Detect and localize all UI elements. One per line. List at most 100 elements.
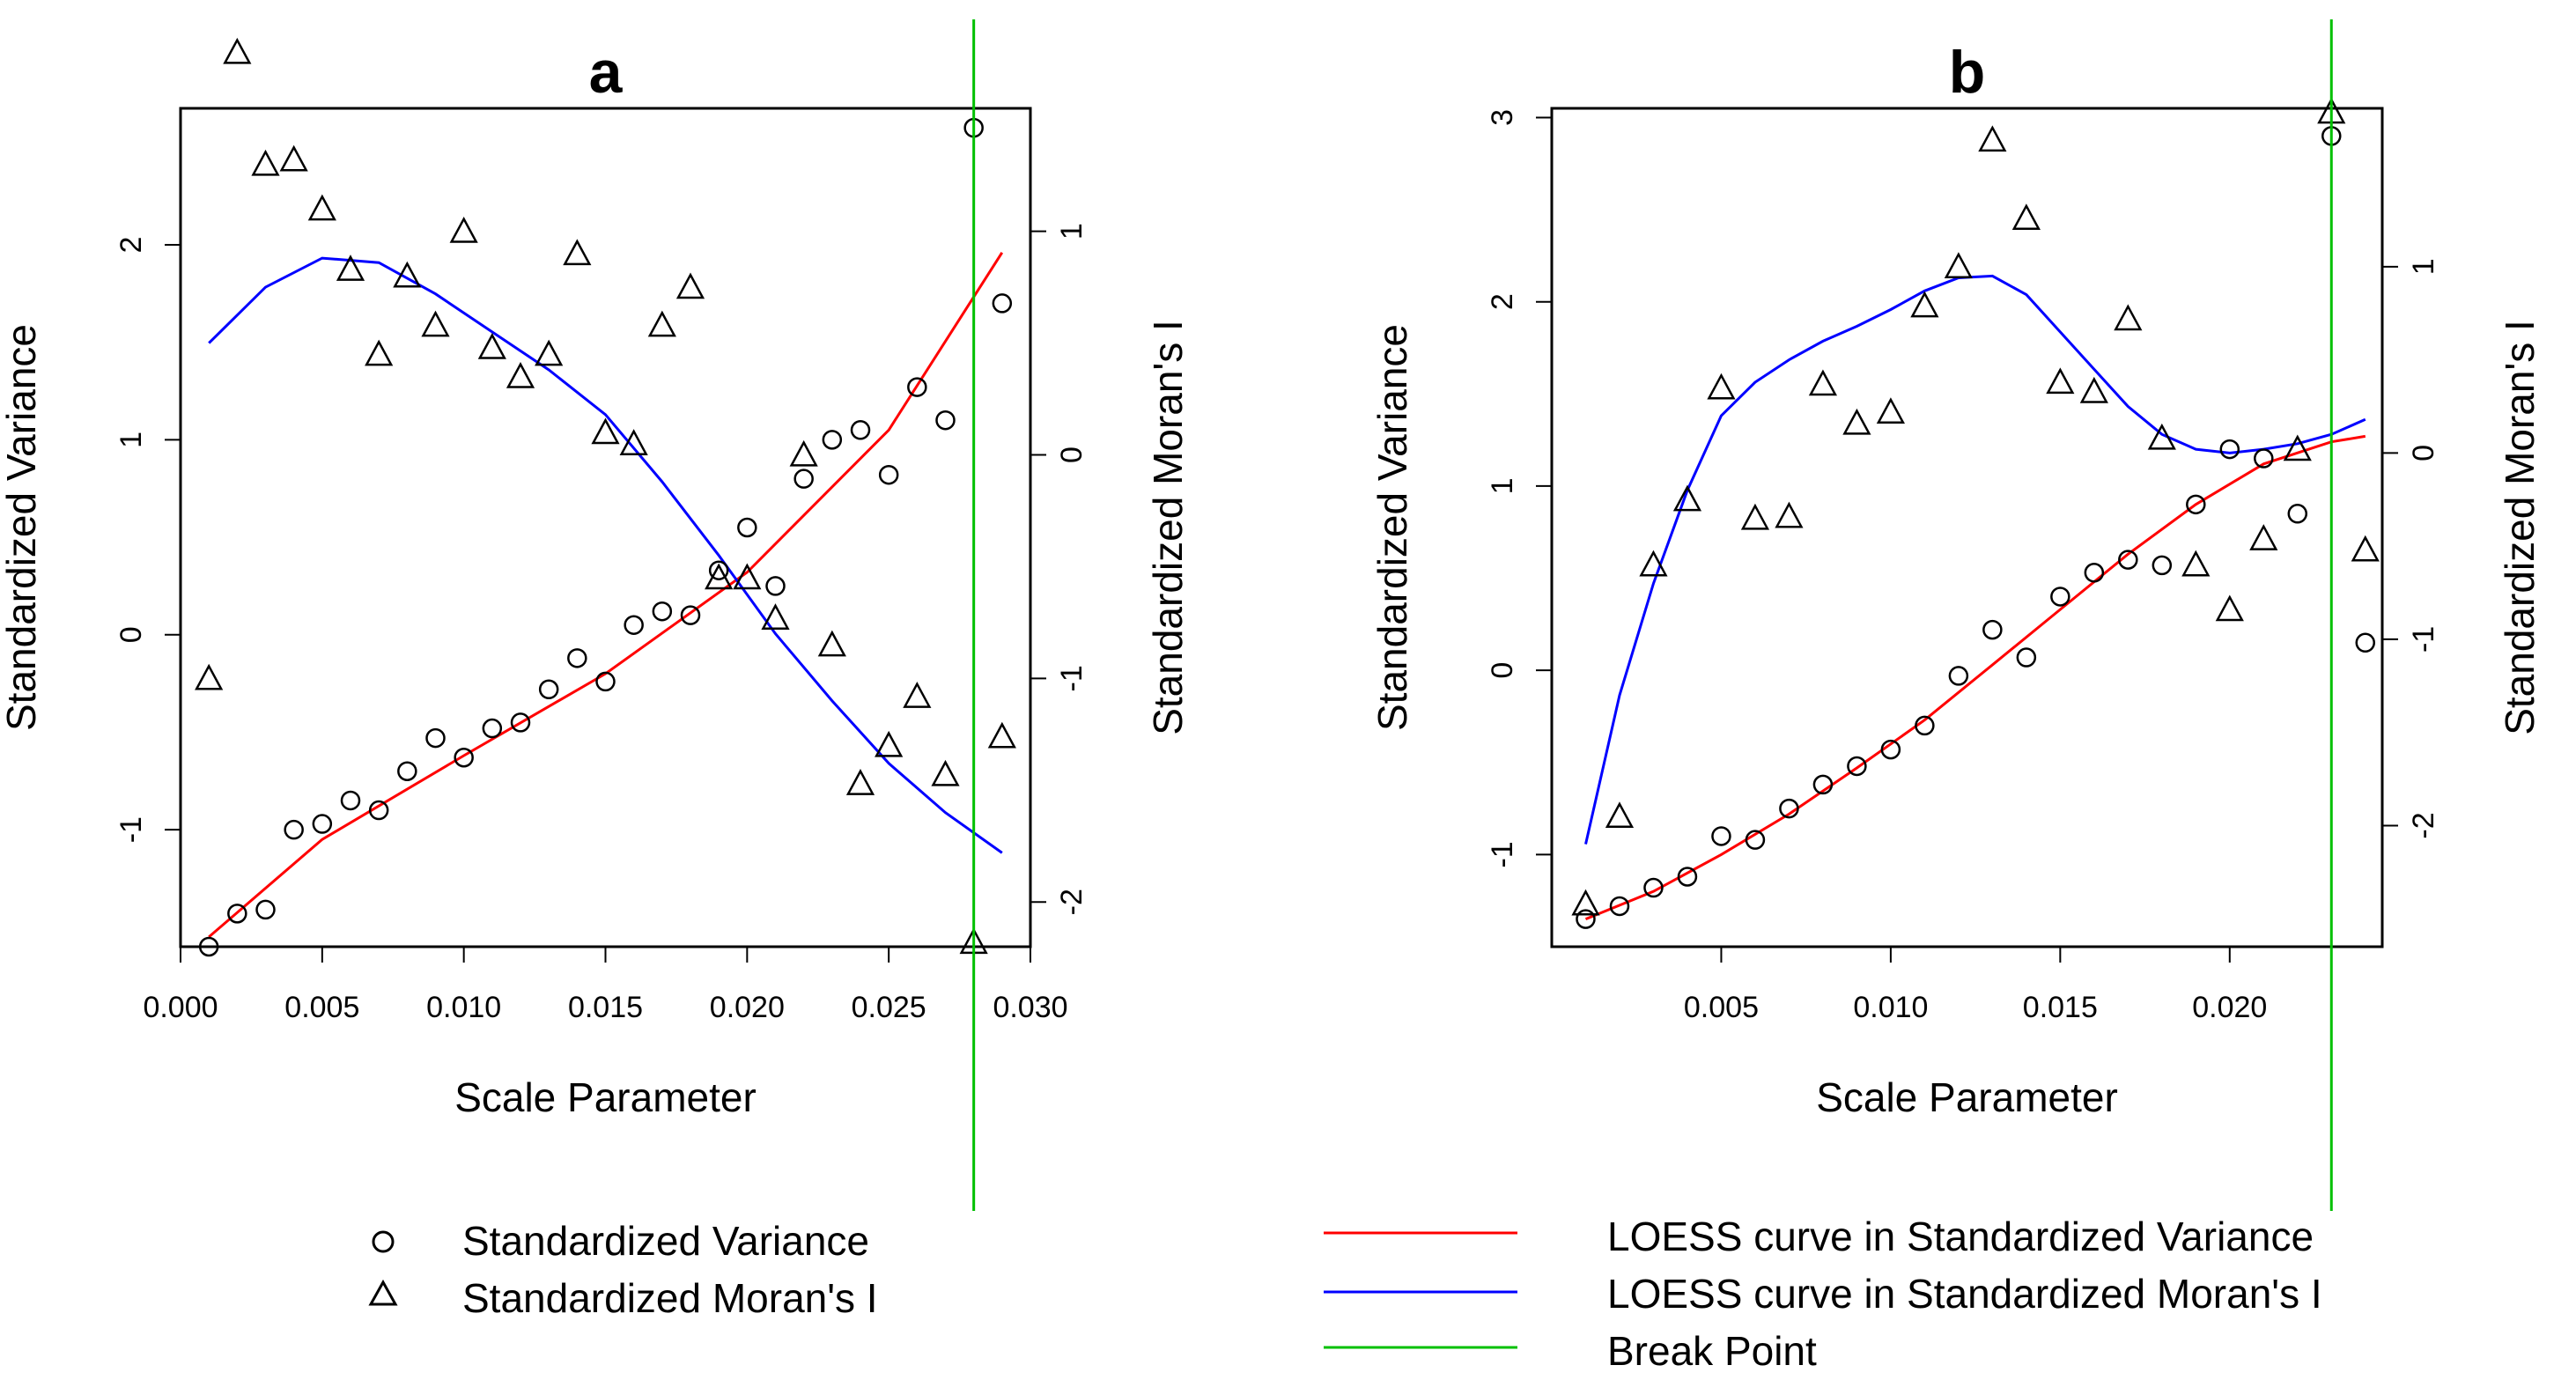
y-axis-title: Standardized Variance xyxy=(1369,324,1415,731)
variance-point xyxy=(567,648,587,668)
y-axis-title: Standardized Variance xyxy=(0,324,44,731)
x-tick-label: 0.010 xyxy=(426,991,501,1024)
variance-point xyxy=(680,605,701,625)
moran-point xyxy=(1775,501,1804,528)
y-tick-label: -1 xyxy=(1486,841,1519,867)
variance-point xyxy=(1948,666,1969,686)
variance-point xyxy=(1677,867,1698,887)
variance-point xyxy=(2219,439,2240,460)
moran-point xyxy=(2215,594,2244,622)
variance-point xyxy=(198,936,219,957)
x-tick-label: 0.005 xyxy=(1684,991,1759,1024)
panel-title: b xyxy=(1949,39,1986,106)
moran-point xyxy=(1978,125,2007,152)
variance-point xyxy=(284,819,304,840)
variance-point xyxy=(822,430,843,450)
moran-point xyxy=(1910,291,1939,318)
moran-point xyxy=(307,194,336,221)
y2-tick-label: 0 xyxy=(2407,445,2440,461)
variance-point xyxy=(397,761,417,781)
moran-point xyxy=(421,310,450,337)
variance-point xyxy=(1812,774,1834,795)
moran-point xyxy=(2181,550,2211,577)
moran-loess-curve xyxy=(1584,274,2366,845)
y2-tick-label: -2 xyxy=(1055,889,1089,915)
moran-point xyxy=(195,663,224,690)
variance-loess-curve xyxy=(1584,434,2366,920)
moran-point xyxy=(506,362,535,388)
x-tick-label: 0.030 xyxy=(993,991,1067,1024)
moran-point xyxy=(393,261,422,288)
moran-point xyxy=(477,333,506,359)
moran-point xyxy=(1672,484,1702,512)
variance-point xyxy=(1576,909,1596,929)
legend-label-moran: Standardized Moran's I xyxy=(462,1275,878,1321)
moran-point xyxy=(647,310,676,337)
variance-point xyxy=(1745,830,1766,850)
moran-point xyxy=(449,216,478,243)
moran-point xyxy=(1605,801,1635,829)
moran-point xyxy=(1876,397,1905,424)
moran-point xyxy=(817,630,846,657)
y2-axis-title: Standardized Moran's I xyxy=(1145,320,1191,735)
y-tick-label: 3 xyxy=(1486,109,1519,126)
moran-point xyxy=(1808,369,1838,396)
moran-point xyxy=(2283,434,2312,461)
variance-point xyxy=(765,576,786,596)
moran-point xyxy=(903,682,932,708)
legend-label-variance: Standardized Variance xyxy=(462,1218,869,1264)
variance-point xyxy=(1982,619,2003,640)
y-tick-label: 1 xyxy=(1486,477,1519,494)
moran-point xyxy=(619,429,648,455)
moran-point xyxy=(1571,889,1600,916)
panel-b: b 0.005 0.010 0.015 0.020 Scale Parameter -1 0 1… xyxy=(1369,19,2543,1211)
variance-point xyxy=(312,814,333,834)
variance-point xyxy=(907,377,927,397)
moran-point xyxy=(591,417,620,445)
variance-point xyxy=(538,679,559,700)
moran-point xyxy=(1944,252,1973,278)
variance-point xyxy=(482,718,503,739)
x-tick-label: 0.005 xyxy=(284,991,359,1024)
moran-point xyxy=(675,272,705,299)
variance-point xyxy=(2186,494,2206,515)
variance-point xyxy=(2084,563,2105,583)
legend-label-variance-loess: LOESS curve in Standardized Variance xyxy=(1607,1214,2314,1259)
y-tick-label: 0 xyxy=(1486,662,1519,679)
variance-point xyxy=(737,517,757,538)
moran-point xyxy=(2011,203,2041,230)
moran-point xyxy=(2114,304,2143,331)
legend-right: LOESS curve in Standardized Variance LOE… xyxy=(1324,1214,2322,1374)
variance-point xyxy=(624,615,644,635)
variance-point xyxy=(708,560,729,580)
variance-point xyxy=(2355,632,2376,653)
x-tick-label: 0.015 xyxy=(568,991,643,1024)
variance-loess-curve xyxy=(208,251,1004,939)
moran-point xyxy=(789,439,818,467)
y2-tick-label: 0 xyxy=(1055,446,1089,463)
moran-point xyxy=(1639,550,1668,577)
y2-axis-title: Standardized Moran's I xyxy=(2497,320,2543,735)
variance-point xyxy=(255,899,276,920)
y-tick-label: 2 xyxy=(1486,293,1519,310)
x-axis-title: Scale Parameter xyxy=(1816,1074,2118,1120)
y2-tick-label: -1 xyxy=(2407,626,2440,653)
variance-point xyxy=(595,671,616,692)
moran-point xyxy=(279,144,308,172)
y-tick-label: 2 xyxy=(114,237,148,254)
moran-point xyxy=(365,339,394,366)
variance-point xyxy=(2254,448,2274,469)
moran-point xyxy=(2147,423,2176,450)
x-tick-label: 0.010 xyxy=(1853,991,1928,1024)
variance-point xyxy=(1915,715,1935,736)
variance-point xyxy=(2016,647,2037,668)
x-tick-label: 0.020 xyxy=(2192,991,2267,1024)
moran-point xyxy=(2079,376,2108,403)
variance-point xyxy=(340,790,361,811)
legend-triangle-marker xyxy=(368,1279,398,1306)
variance-point xyxy=(510,712,531,733)
x-tick-label: 0.015 xyxy=(2023,991,2098,1024)
y2-tick-label: 1 xyxy=(1055,223,1089,240)
moran-point xyxy=(2046,367,2075,395)
